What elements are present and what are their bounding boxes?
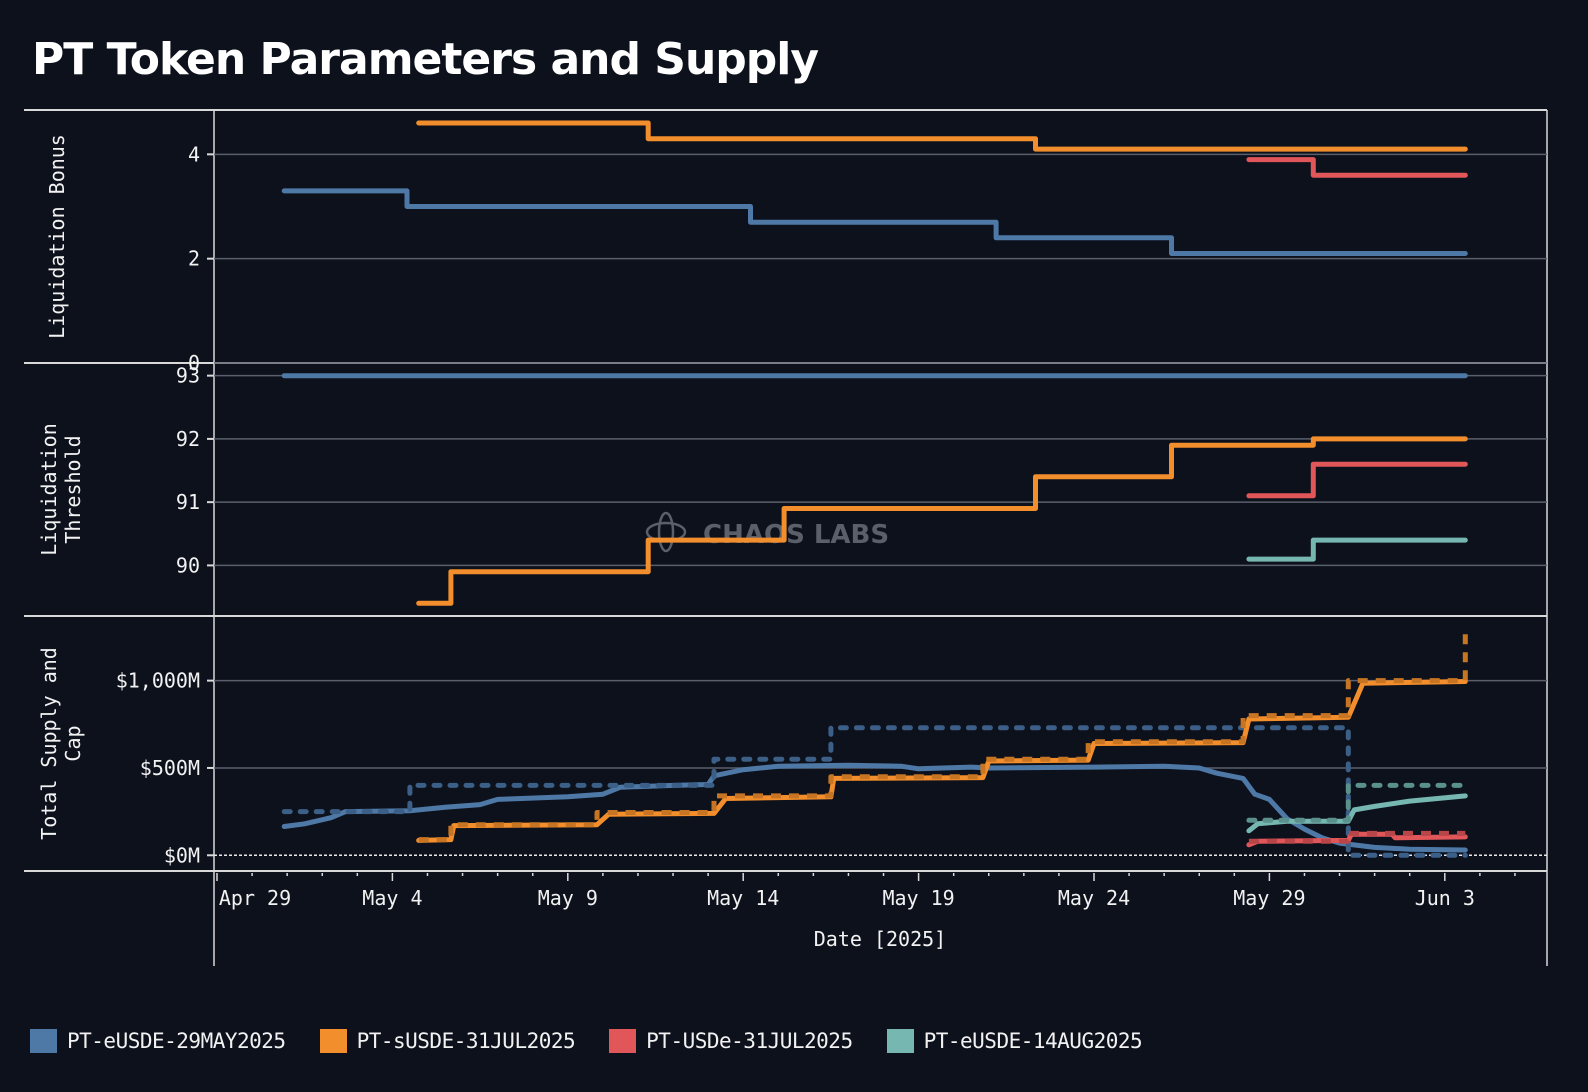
x-tick-label: May 9 (538, 886, 598, 910)
x-axis-label: Date [2025] (814, 927, 946, 951)
x-tick-label: May 24 (1058, 886, 1130, 910)
legend: PT-eUSDE-29MAY2025 PT-sUSDE-31JUL2025 PT… (30, 1029, 1176, 1053)
y-axis-label-line: Liquidation (37, 423, 61, 555)
y-axis-label: Liquidation Bonus (45, 134, 69, 339)
legend-swatch (319, 1029, 347, 1053)
series-line-pt-usde-31jul2025 (1246, 157, 1468, 178)
x-tick-label: May 14 (707, 886, 779, 910)
legend-label: PT-sUSDE-31JUL2025 (356, 1029, 576, 1053)
series-line-pt-eusde-14aug2025-cap (1246, 782, 1468, 823)
legend-swatch (30, 1029, 57, 1053)
y-tick-label: $0M (164, 843, 200, 867)
y-tick-label: 4 (188, 142, 200, 166)
y-tick-label: $500M (140, 756, 200, 780)
series-line-pt-susde-31jul2025-supply (416, 679, 1468, 843)
series-line-pt-susde-31jul2025 (416, 120, 1468, 152)
y-axis-label-line: Liquidation Bonus (45, 134, 69, 339)
legend-item[interactable]: PT-sUSDE-31JUL2025 (319, 1029, 576, 1053)
series-line-pt-eusde-29may2025 (281, 188, 1468, 256)
series-line-pt-eusde-14aug2025 (1246, 537, 1468, 562)
series-line-pt-susde-31jul2025 (416, 436, 1468, 606)
watermark: CHAOS LABS (645, 511, 889, 553)
y-axis-label: Total Supply andCap (37, 647, 85, 840)
legend-label: PT-eUSDE-29MAY2025 (67, 1029, 286, 1053)
chart-title: PT Token Parameters and Supply (32, 34, 819, 85)
legend-item[interactable]: PT-eUSDE-29MAY2025 (30, 1029, 286, 1053)
legend-label: PT-eUSDE-14AUG2025 (923, 1029, 1143, 1053)
y-tick-label: 90 (176, 553, 200, 577)
legend-item[interactable]: PT-eUSDE-14AUG2025 (886, 1029, 1143, 1053)
legend-label: PT-USDe-31JUL2025 (646, 1029, 853, 1053)
chaos-labs-logo-icon (645, 511, 687, 553)
y-tick-label: 2 (188, 247, 200, 271)
series-layer (281, 120, 1468, 858)
x-tick-label: Jun 3 (1415, 886, 1475, 910)
series-line-pt-eusde-29may2025-cap (281, 725, 1468, 858)
y-tick-label: 92 (176, 427, 200, 451)
x-tick-label: May 4 (362, 886, 422, 910)
series-line-pt-eusde-14aug2025-supply (1246, 793, 1468, 834)
y-tick-label: 91 (176, 490, 200, 514)
series-line-pt-susde-31jul2025-cap (418, 628, 1468, 843)
y-axis-label: LiquidationThreshold (37, 423, 85, 555)
y-tick-label: $1,000M (116, 669, 200, 693)
x-tick-label: May 19 (882, 886, 954, 910)
legend-swatch (609, 1029, 637, 1053)
y-axis-label-line: Threshold (61, 435, 85, 543)
series-line-pt-usde-31jul2025 (1246, 461, 1468, 499)
y-tick-label: 93 (176, 364, 200, 388)
series-line-pt-usde-31jul2025-cap (1248, 830, 1466, 844)
watermark-text: CHAOS LABS (703, 520, 889, 550)
legend-item[interactable]: PT-USDe-31JUL2025 (609, 1029, 853, 1053)
x-tick-label: Apr 29 (219, 886, 291, 910)
legend-swatch (886, 1029, 914, 1053)
y-tick-label: 0 (188, 351, 200, 375)
y-axis-label-line: Cap (61, 725, 85, 761)
x-tick-label: May 29 (1233, 886, 1305, 910)
y-axis-label-line: Total Supply and (37, 647, 61, 840)
